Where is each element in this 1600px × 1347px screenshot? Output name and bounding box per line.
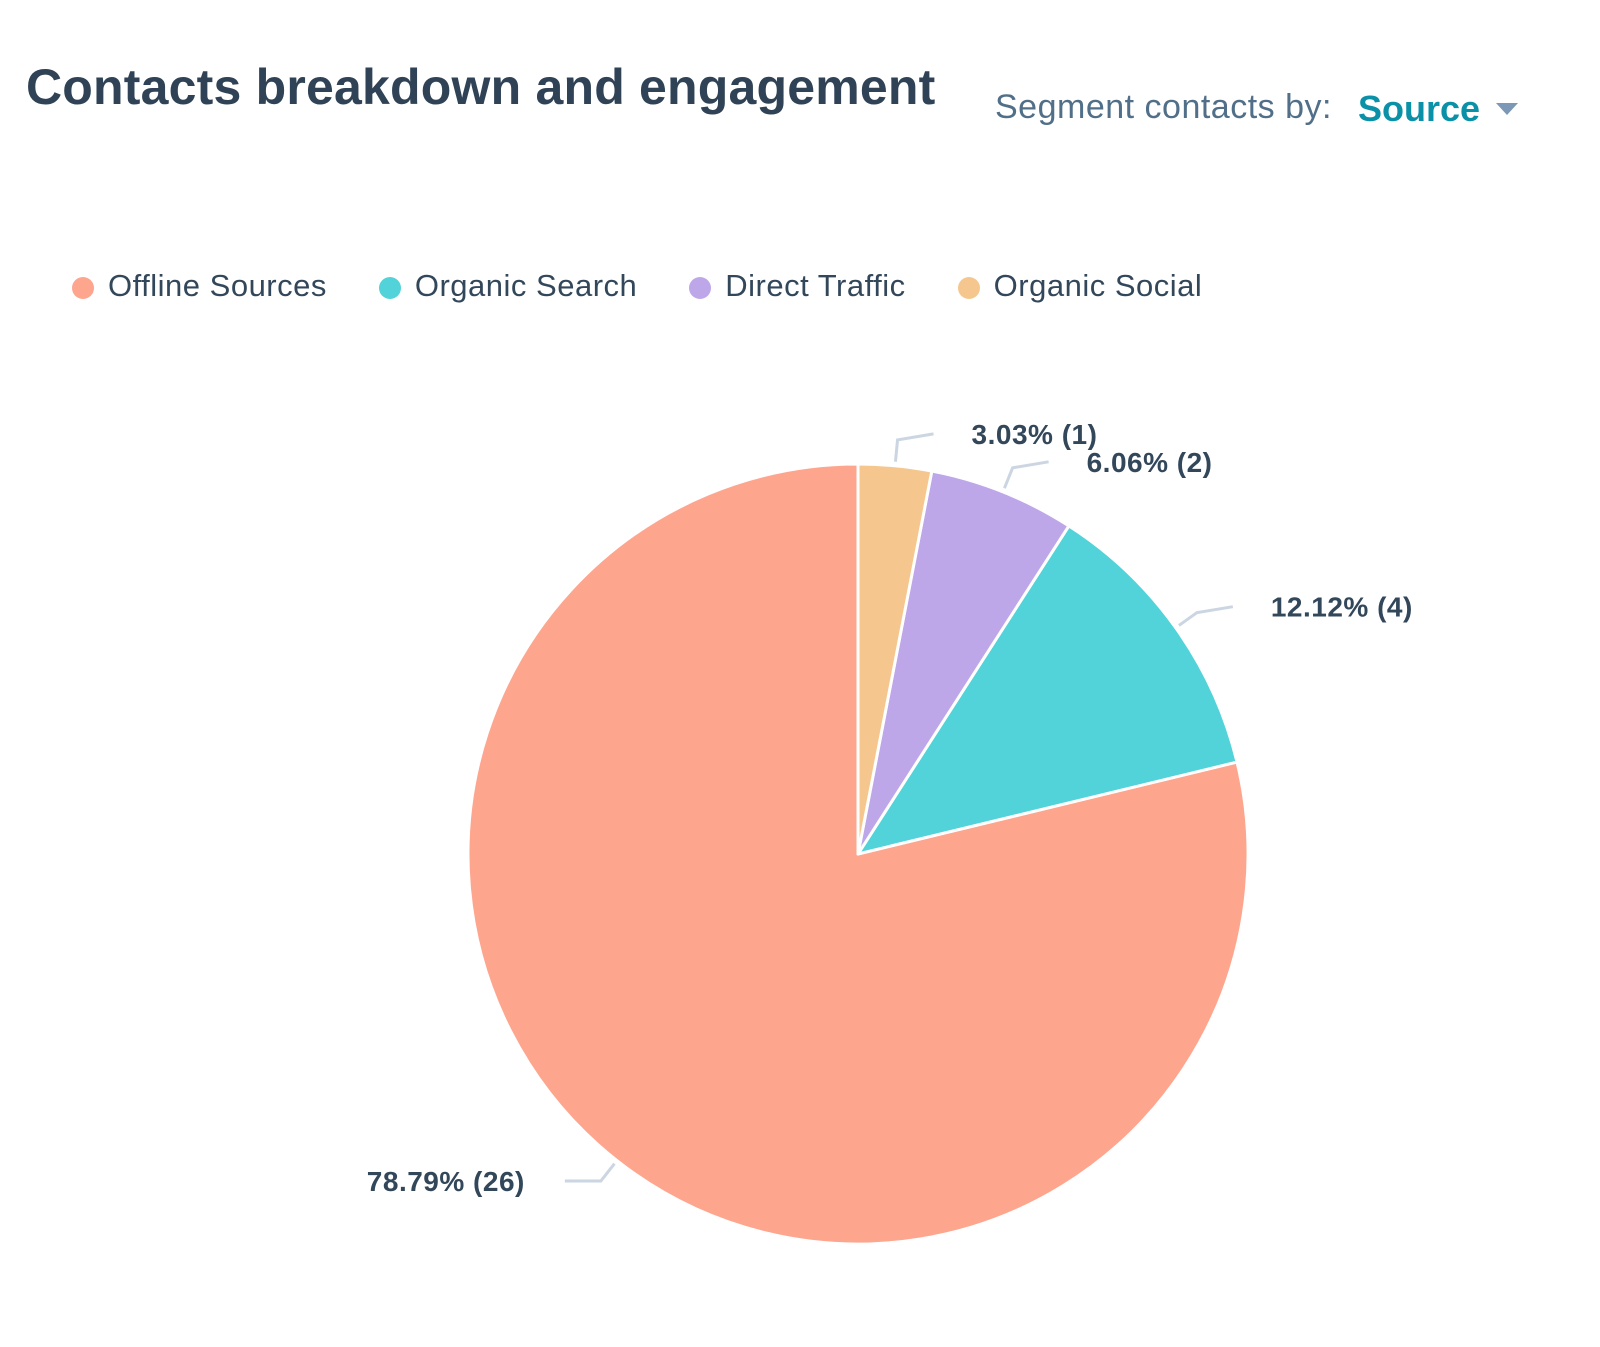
pie-slice-organic-social[interactable]	[856, 462, 934, 856]
label-connector	[1003, 460, 1049, 489]
data-label: 12.12% (4)	[1271, 592, 1413, 623]
segment-control: Segment contacts by: Source	[995, 84, 1518, 130]
segment-dropdown[interactable]: Source	[1358, 88, 1518, 130]
segment-dropdown-value[interactable]: Source	[1357, 88, 1480, 129]
legend-item-organic-search[interactable]: Organic Search	[378, 268, 638, 304]
chevron-down-icon[interactable]	[1496, 103, 1518, 115]
data-label: 3.03% (1)	[972, 419, 1098, 450]
legend-swatch	[689, 277, 712, 299]
data-label: 78.79% (26)	[367, 1166, 525, 1197]
label-connector	[893, 432, 934, 462]
pie-slice-organic-search[interactable]	[856, 524, 1239, 856]
legend-item-direct-traffic[interactable]: Direct Traffic	[689, 268, 905, 304]
legend-label: Offline Sources	[108, 268, 327, 303]
legend-label: Organic Search	[414, 268, 638, 303]
legend-label: Direct Traffic	[725, 268, 906, 303]
legend-swatch	[72, 277, 94, 299]
data-label: 6.06% (2)	[1087, 447, 1213, 478]
pie-slice-direct-traffic[interactable]	[856, 469, 1071, 856]
chart-legend: Offline Sources Organic Search Direct Traf…	[72, 268, 1254, 304]
label-connector	[564, 1162, 616, 1183]
legend-swatch	[378, 277, 401, 299]
page-title: Contacts breakdown and engagement	[26, 59, 936, 115]
legend-swatch	[957, 277, 980, 299]
label-connector	[1178, 605, 1234, 627]
legend-item-organic-social[interactable]: Organic Social	[957, 268, 1203, 304]
segment-label: Segment contacts by:	[995, 87, 1332, 126]
legend-item-offline-sources[interactable]: Offline Sources	[72, 268, 327, 304]
legend-label: Organic Social	[993, 268, 1203, 303]
